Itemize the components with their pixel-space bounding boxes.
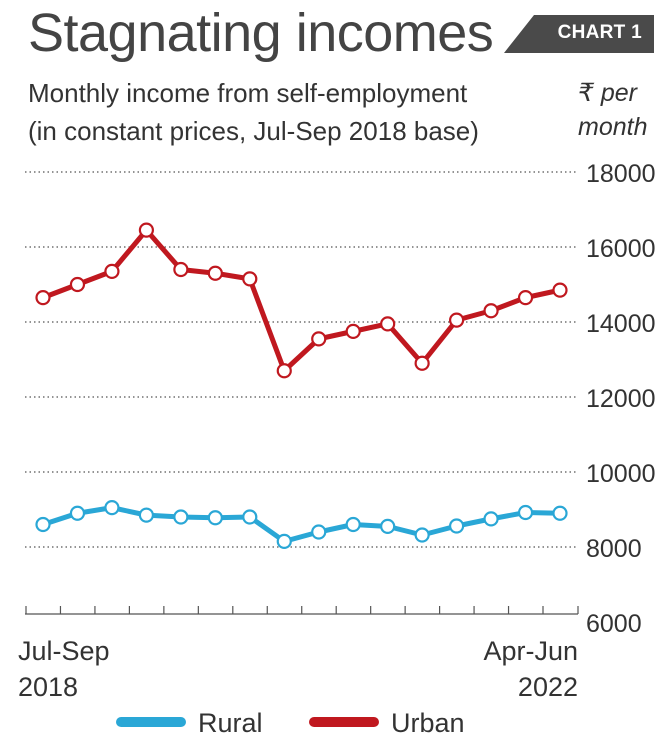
y-tick-label-10000: 10000 xyxy=(586,460,656,488)
data-point-urban-2 xyxy=(104,263,120,279)
data-point-urban-0 xyxy=(35,290,51,306)
y-tick-label-16000: 16000 xyxy=(586,235,656,263)
data-point-rural-9 xyxy=(345,516,361,533)
unit-line-1: ₹ per xyxy=(578,79,637,107)
legend-item-urban: Urban xyxy=(309,708,465,744)
data-point-rural-15 xyxy=(552,505,568,521)
data-point-urban-5 xyxy=(207,265,223,281)
chart-title: Stagnating incomes xyxy=(28,3,494,63)
data-point-rural-2 xyxy=(104,500,120,516)
x-tick-label-15-line2: 2022 xyxy=(518,672,578,702)
data-point-urban-9 xyxy=(345,323,361,339)
y-tick-label-18000: 18000 xyxy=(586,160,656,188)
data-point-urban-14 xyxy=(517,290,534,306)
y-tick-label-6000: 6000 xyxy=(586,610,642,638)
data-point-rural-8 xyxy=(311,524,327,540)
data-point-rural-14 xyxy=(517,504,534,521)
data-point-rural-5 xyxy=(207,510,223,526)
data-point-rural-0 xyxy=(35,516,51,533)
legend-label-urban: Urban xyxy=(391,708,465,738)
legend-label-rural: Rural xyxy=(198,708,263,738)
data-point-urban-4 xyxy=(173,261,189,278)
data-point-rural-6 xyxy=(242,509,258,525)
y-tick-label-14000: 14000 xyxy=(586,310,656,338)
data-point-rural-7 xyxy=(276,533,292,549)
data-point-urban-3 xyxy=(138,222,154,238)
data-point-urban-7 xyxy=(276,363,292,379)
y-axis-unit: ₹ per month xyxy=(578,76,647,144)
data-point-rural-4 xyxy=(173,509,189,525)
data-point-rural-13 xyxy=(483,511,499,527)
series-line-rural xyxy=(40,505,563,544)
data-point-urban-8 xyxy=(311,331,327,347)
data-point-rural-11 xyxy=(414,527,430,543)
x-tick-label-0-line1: Jul-Sep xyxy=(18,636,110,666)
chart-badge: CHART 1 xyxy=(504,15,654,53)
x-tick-label-0-line2: 2018 xyxy=(18,672,78,702)
x-tick-label-15-line1: Apr-Jun xyxy=(483,636,578,666)
data-point-urban-15 xyxy=(552,282,568,298)
y-tick-label-12000: 12000 xyxy=(586,385,656,413)
badge-label: CHART 1 xyxy=(557,22,642,43)
unit-line-2: month xyxy=(578,113,648,141)
legend-item-rural: Rural xyxy=(116,708,263,744)
legend-swatch-rural xyxy=(116,716,186,727)
data-point-urban-12 xyxy=(449,312,465,328)
subtitle-line-2: (in constant prices, Jul-Sep 2018 base) xyxy=(28,116,479,146)
data-point-rural-1 xyxy=(69,505,86,521)
data-point-urban-13 xyxy=(483,303,499,319)
line-chart: 18000 16000 14000 12000 10000 8000 6000 Jul-Sep… xyxy=(18,160,656,702)
data-point-urban-11 xyxy=(414,355,430,371)
subtitle-line-1: Monthly income from self-employment xyxy=(28,78,468,108)
chart-subtitle: Monthly income from self-employment (in … xyxy=(28,74,479,150)
data-point-urban-10 xyxy=(380,316,396,332)
y-tick-label-8000: 8000 xyxy=(586,535,642,563)
data-point-urban-1 xyxy=(69,276,86,293)
badge-shape xyxy=(504,15,654,53)
data-point-rural-3 xyxy=(138,507,154,523)
legend-swatch-urban xyxy=(309,716,379,727)
data-point-urban-6 xyxy=(242,271,258,287)
series-line-urban xyxy=(40,227,563,374)
data-point-rural-10 xyxy=(380,518,396,534)
data-point-rural-12 xyxy=(449,518,465,534)
